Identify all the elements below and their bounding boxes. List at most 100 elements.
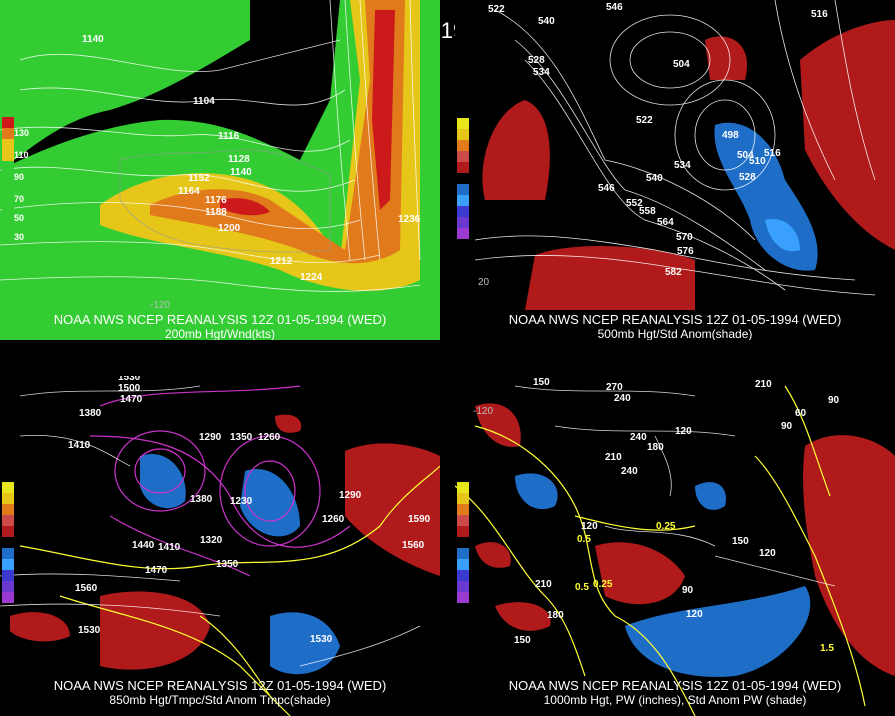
contour-label: 522 — [488, 4, 505, 15]
contour-label: 528 — [739, 172, 756, 183]
contour-label: 1188 — [205, 207, 227, 218]
contour-label: 1.5 — [820, 643, 834, 654]
contour-label: 1116 — [218, 131, 240, 142]
contour-label: 240 — [630, 432, 647, 443]
map-200mb — [0, 0, 440, 340]
colorbar-label: 70 — [14, 194, 25, 204]
contour-label: 240 — [621, 466, 638, 477]
contour-label: 498 — [722, 130, 739, 141]
contour-label: 510 — [749, 156, 766, 167]
panel-caption: NOAA NWS NCEP REANALYSIS 12Z 01-05-1994 … — [455, 313, 895, 341]
contour-label: 270 — [606, 382, 623, 393]
contour-label: 60 — [795, 408, 807, 419]
contour-label: 534 — [674, 160, 691, 171]
contour-label: 1260 — [322, 514, 345, 525]
contour-label: 1560 — [75, 583, 98, 594]
contour-label: 534 — [533, 67, 550, 78]
contour-label: 150 — [732, 536, 749, 547]
contour-label: 120 — [759, 548, 776, 559]
panel-caption: NOAA NWS NCEP REANALYSIS 12Z 01-05-1994 … — [0, 678, 440, 708]
contour-label: 516 — [811, 9, 828, 20]
caption-title: NOAA NWS NCEP REANALYSIS 12Z 01-05-1994 … — [508, 678, 842, 693]
contour-label: 0.25 — [593, 579, 613, 590]
colorbar-label: 130 — [14, 128, 30, 138]
colorbar-label: 30 — [14, 232, 25, 242]
contour-label: 1320 — [200, 535, 223, 546]
contour-label: 210 — [755, 379, 772, 390]
contour-label: 120 — [581, 521, 598, 532]
contour-label: 0.5 — [577, 534, 591, 545]
contour-label: 1236 — [398, 214, 421, 225]
panel-850mb: 1530 1500 1470 1440 1380 1410 1290 1350 … — [0, 376, 440, 716]
contour-label: 1410 — [68, 440, 91, 451]
caption-field: 500mb Hgt/Std Anom(shade) — [597, 327, 753, 340]
contour-label: 564 — [657, 217, 674, 228]
contour-label: 1470 — [120, 394, 143, 405]
contour-label: 90 — [781, 421, 793, 432]
contour-label: 0.25 — [656, 521, 676, 532]
contour-label: 1260 — [258, 432, 281, 443]
contour-label: 582 — [665, 267, 682, 278]
colorbar-anom — [457, 482, 469, 603]
caption-field: 850mb Hgt/Tmpc/Std Anom Tmpc(shade) — [109, 693, 331, 707]
map-850mb — [0, 376, 440, 716]
contour-label: 528 — [528, 55, 545, 66]
contour-label: 1350 — [216, 559, 239, 570]
colorbar-label: 50 — [14, 213, 25, 223]
contour-label: 570 — [676, 232, 693, 243]
contour-label: 540 — [538, 16, 555, 27]
contour-label: 1380 — [79, 408, 102, 419]
contour-label: 1212 — [270, 256, 293, 267]
contour-label: 1230 — [230, 496, 253, 507]
contour-label: 180 — [547, 610, 564, 621]
colorbar-anom — [457, 118, 469, 239]
colorbar-wind — [2, 117, 14, 227]
longitude-label: -120 — [473, 406, 494, 417]
contour-label: 210 — [605, 452, 622, 463]
contour-label: 120 — [675, 426, 692, 437]
contour-label: 1224 — [300, 272, 323, 283]
contour-label: 120 — [686, 609, 703, 620]
contour-label: 1530 — [78, 625, 101, 636]
contour-label: 90 — [828, 395, 840, 406]
contour-label: 504 — [673, 59, 690, 70]
contour-label: 546 — [598, 183, 615, 194]
contour-label: 180 — [647, 442, 664, 453]
contour-label: 150 — [533, 377, 550, 388]
caption-title: NOAA NWS NCEP REANALYSIS 12Z 01-05-1994 … — [53, 678, 387, 693]
contour-label: 150 — [514, 635, 531, 646]
contour-label: 1152 — [188, 173, 210, 184]
contour-label: 516 — [764, 148, 781, 159]
contour-label: 576 — [677, 246, 694, 257]
colorbar-anom — [2, 482, 14, 603]
contour-label: 1140 — [230, 167, 252, 178]
contour-label: 90 — [682, 585, 694, 596]
contour-label: 1164 — [178, 186, 200, 197]
contour-label: 240 — [614, 393, 631, 404]
map-1000mb — [455, 376, 895, 716]
contour-label: 1440 — [132, 540, 155, 551]
contour-label: 210 — [535, 579, 552, 590]
contour-label: 1530 — [310, 634, 333, 645]
contour-label: 1176 — [205, 195, 227, 206]
panel-caption: NOAA NWS NCEP REANALYSIS 12Z 01-05-1994 … — [455, 678, 895, 708]
contour-label: 522 — [636, 115, 653, 126]
contour-label: 1410 — [158, 542, 181, 553]
caption-title: NOAA NWS NCEP REANALYSIS 12Z 01-05-1994 … — [53, 312, 387, 327]
contour-label: 1140 — [82, 34, 104, 45]
contour-label: 546 — [606, 2, 623, 13]
contour-label: 1200 — [218, 223, 241, 234]
contour-label: 1500 — [118, 383, 141, 394]
contour-label: 1290 — [339, 490, 362, 501]
contour-label: 558 — [639, 206, 656, 217]
contour-label: 540 — [646, 173, 663, 184]
contour-label: 1560 — [402, 540, 425, 551]
contour-label: 1290 — [199, 432, 222, 443]
contour-label: 1440 — [280, 376, 302, 379]
longitude-label: 20 — [478, 277, 490, 288]
contour-label: 552 — [626, 198, 643, 209]
caption-field: 200mb Hgt/Wnd(kts) — [164, 327, 276, 340]
caption-field: 1000mb Hgt, PW (inches), Std Anom PW (sh… — [543, 693, 807, 707]
longitude-label: -120 — [150, 300, 171, 311]
contour-label: 1104 — [193, 96, 215, 107]
